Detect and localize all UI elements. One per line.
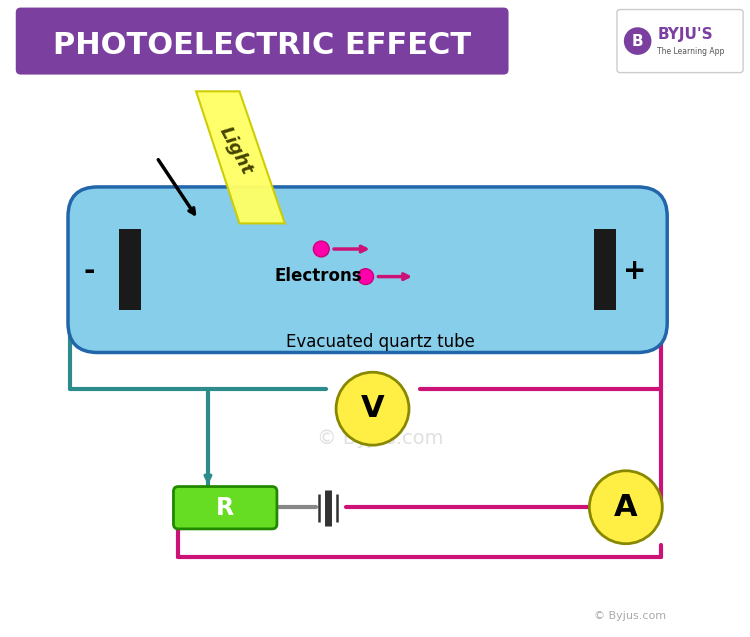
Text: A: A bbox=[614, 493, 638, 522]
FancyBboxPatch shape bbox=[617, 10, 743, 73]
Text: © Byjus.com: © Byjus.com bbox=[317, 429, 444, 448]
Circle shape bbox=[624, 27, 652, 55]
Text: R: R bbox=[216, 496, 234, 520]
Text: BYJU'S: BYJU'S bbox=[657, 27, 713, 41]
Polygon shape bbox=[196, 91, 285, 224]
Text: -: - bbox=[84, 257, 95, 285]
Bar bbox=[594, 229, 616, 310]
Text: Evacuated quartz tube: Evacuated quartz tube bbox=[286, 333, 475, 350]
Text: Light: Light bbox=[215, 124, 256, 178]
FancyBboxPatch shape bbox=[16, 8, 508, 75]
Text: The Learning App: The Learning App bbox=[657, 47, 724, 57]
Text: V: V bbox=[361, 394, 384, 423]
Text: © Byjus.com: © Byjus.com bbox=[594, 611, 666, 620]
Circle shape bbox=[336, 372, 409, 445]
FancyBboxPatch shape bbox=[68, 187, 668, 352]
Text: PHOTOELECTRIC EFFECT: PHOTOELECTRIC EFFECT bbox=[53, 31, 471, 61]
FancyBboxPatch shape bbox=[173, 487, 277, 529]
Circle shape bbox=[358, 269, 374, 285]
Circle shape bbox=[314, 241, 329, 257]
Circle shape bbox=[590, 471, 662, 544]
Text: +: + bbox=[623, 257, 646, 285]
Text: B: B bbox=[632, 34, 644, 48]
Bar bbox=[119, 229, 141, 310]
Text: Electrons: Electrons bbox=[274, 267, 362, 285]
